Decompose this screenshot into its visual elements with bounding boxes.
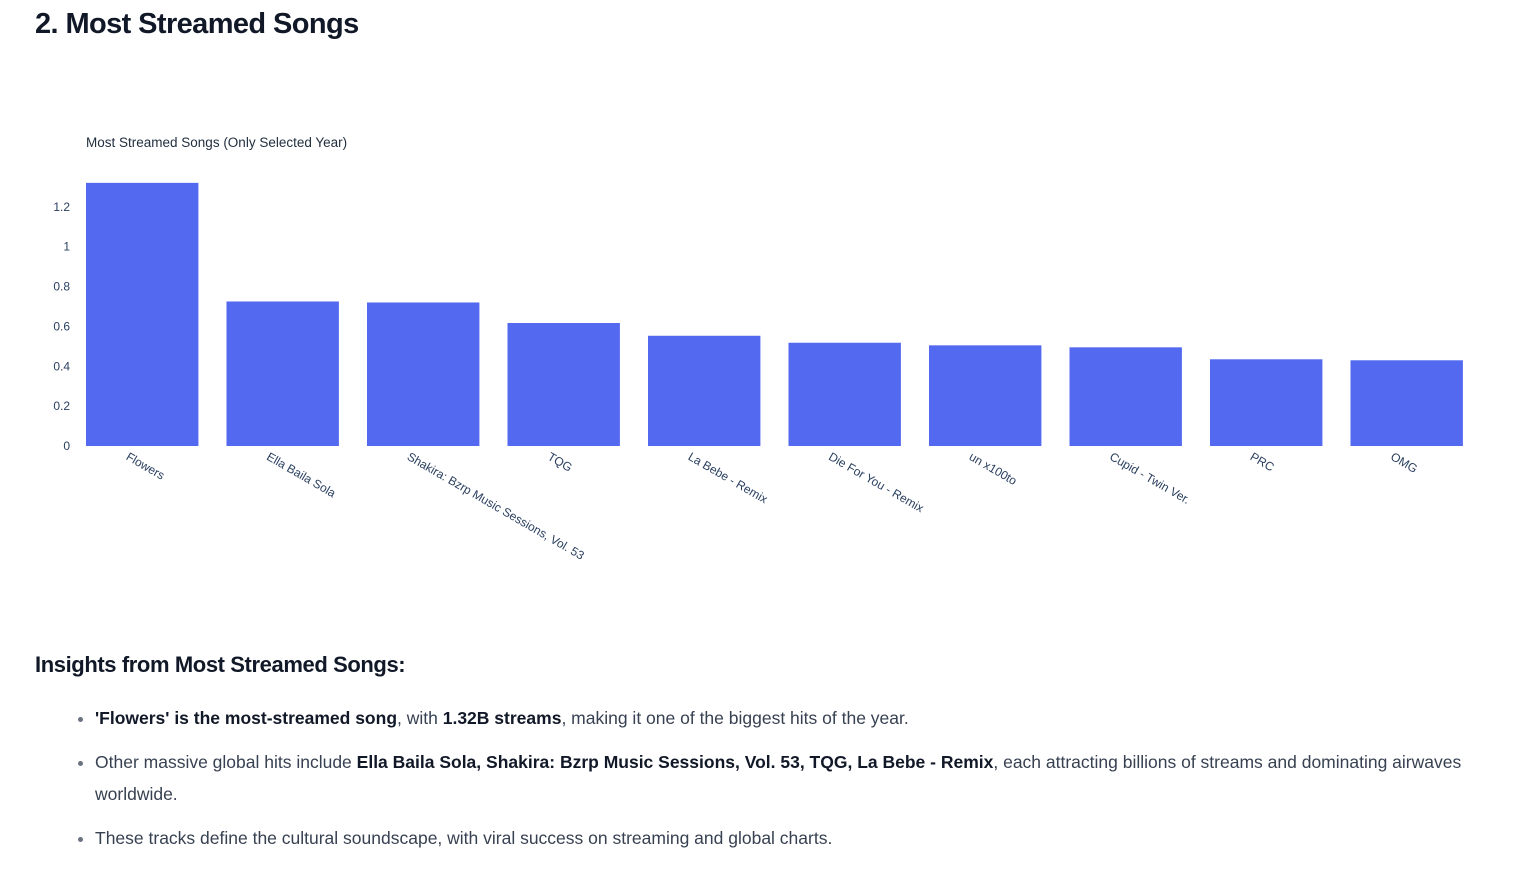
y-tick-label: 0.8 [53,280,70,294]
bar[interactable] [226,301,339,446]
bar[interactable] [1350,360,1463,446]
chart-title: Most Streamed Songs (Only Selected Year) [86,135,347,150]
insights-title: Insights from Most Streamed Songs: [35,652,406,677]
insight-item-2: Other massive global hits include Ella B… [95,746,1505,810]
bars-group [86,182,1463,446]
bar[interactable] [648,335,761,446]
insight-1-bold-2: 1.32B streams [442,708,562,728]
y-tick-label: 0.6 [53,319,70,333]
bar[interactable] [929,345,1042,446]
y-tick-label: 0.2 [53,399,70,413]
insights-list: 'Flowers' is the most-streamed song, wit… [35,702,1505,866]
bar[interactable] [788,342,901,446]
x-tick-label: Ella Baila Sola [264,449,338,500]
x-tick-label: un x100to [967,449,1020,488]
y-tick-label: 0 [63,439,70,453]
bar[interactable] [367,302,480,446]
insight-2-text-2: , each attracting billions of streams an… [95,752,1462,804]
insight-2-bold-1: Ella Baila Sola, Shakira: Bzrp Music Ses… [356,752,994,772]
bar-chart: Most Streamed Songs (Only Selected Year)… [53,135,1463,563]
y-tick-label: 0.4 [53,359,70,373]
bar[interactable] [507,323,620,446]
x-tick-label: TQG [545,449,575,474]
bar[interactable] [86,182,199,446]
x-tick-label: Cupid - Twin Ver. [1107,449,1192,506]
insight-item-3: These tracks define the cultural soundsc… [95,822,1505,854]
insight-1-bold-1: 'Flowers' is the most-streamed song [95,708,398,728]
x-tick-label: Flowers [124,449,167,482]
x-tick-label: Die For You - Remix [826,449,926,515]
section-title: 2. Most Streamed Songs [35,8,359,40]
insight-1-text-1: , with [397,708,443,728]
bar[interactable] [1069,347,1182,446]
x-tick-label: La Bebe - Remix [686,449,770,506]
insight-1-text-2: , making it one of the biggest hits of t… [561,708,909,728]
insight-2-text-1: Other massive global hits include [95,752,357,772]
x-tick-label: OMG [1388,449,1420,475]
y-tick-label: 1.2 [53,200,70,214]
y-axis-ticks: 0 0.2 0.4 0.6 0.8 1 1.2 [53,200,70,453]
y-tick-label: 1 [63,240,70,254]
insight-item-1: 'Flowers' is the most-streamed song, wit… [95,702,1505,734]
bar[interactable] [1210,359,1323,446]
insight-3-text-1: These tracks define the cultural soundsc… [95,828,833,848]
x-tick-label: PRC [1248,449,1277,474]
x-axis-labels: Flowers Ella Baila Sola Shakira: Bzrp Musi… [124,449,1420,562]
